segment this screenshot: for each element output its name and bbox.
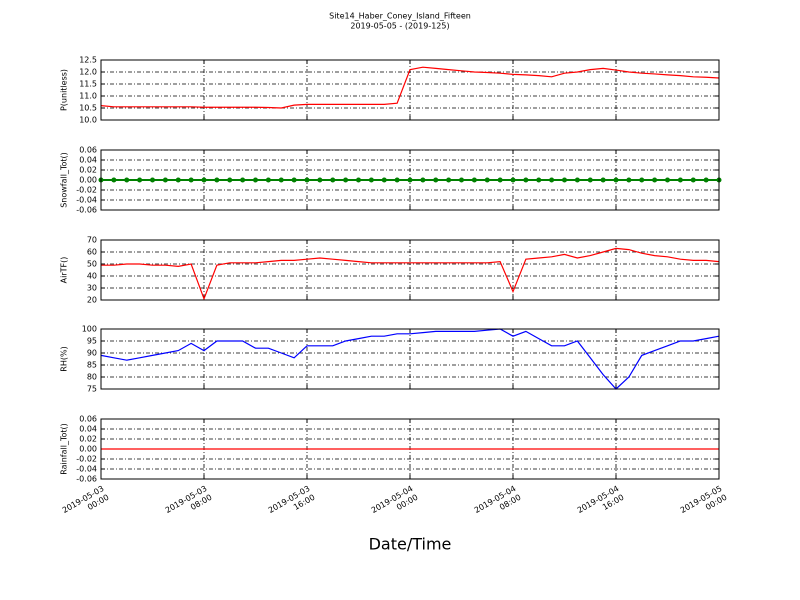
y-axis-label: AirTF()	[60, 257, 69, 284]
y-tick-label: 90	[87, 349, 97, 358]
data-point	[330, 177, 336, 183]
y-tick-label: -0.06	[76, 206, 97, 215]
data-point	[677, 177, 683, 183]
data-point	[703, 177, 709, 183]
data-point	[433, 177, 439, 183]
y-tick-label: 10.0	[79, 116, 97, 125]
data-point	[394, 177, 400, 183]
data-point	[175, 177, 181, 183]
data-point	[227, 177, 233, 183]
y-tick-label: 20	[87, 296, 97, 305]
data-point	[639, 177, 645, 183]
y-tick-label: 0.04	[79, 425, 97, 434]
y-axis-label: Snowfall_Tot()	[60, 152, 69, 208]
data-point	[459, 177, 464, 183]
data-point	[626, 177, 632, 183]
y-tick-label: 0.00	[79, 445, 97, 454]
y-tick-label: 11.5	[79, 80, 97, 89]
y-tick-label: -0.02	[76, 455, 97, 464]
y-tick-label: 0.00	[79, 176, 97, 185]
plot-frame	[100, 418, 720, 480]
data-point	[150, 177, 155, 183]
y-tick-label: 12.5	[79, 56, 97, 65]
data-point	[343, 177, 349, 183]
data-point	[317, 177, 323, 183]
data-point	[574, 177, 580, 183]
y-tick-label: 50	[87, 260, 97, 269]
data-point	[162, 177, 168, 183]
data-point	[587, 177, 593, 183]
data-point	[407, 177, 413, 183]
data-line	[101, 247, 720, 301]
data-point	[368, 177, 374, 183]
y-axis-label: RH(%)	[60, 346, 69, 371]
y-axis-label: P(unitless)	[60, 69, 69, 111]
y-tick-label: 0.04	[79, 156, 97, 165]
plot-frame	[100, 59, 720, 121]
data-point	[214, 177, 220, 183]
y-tick-label: 12.0	[79, 68, 97, 77]
data-point	[690, 177, 696, 183]
data-point	[549, 177, 555, 183]
data-point	[188, 177, 194, 183]
chart-subtitle: 2019-05-05 - (2019-125)	[350, 22, 449, 31]
y-tick-label: 10.5	[79, 104, 97, 113]
data-point	[536, 177, 542, 183]
data-point	[600, 177, 606, 183]
y-tick-label: 75	[87, 385, 97, 394]
data-point	[253, 177, 258, 183]
data-point	[304, 177, 310, 183]
plot-frame	[100, 328, 720, 390]
data-point	[652, 177, 658, 183]
y-tick-label: 80	[87, 373, 97, 382]
y-tick-label: 11.0	[79, 92, 97, 101]
data-point	[137, 177, 143, 183]
data-point	[510, 177, 516, 183]
data-point	[124, 177, 130, 183]
data-point	[471, 177, 477, 183]
y-tick-label: 70	[87, 236, 97, 245]
data-point	[201, 177, 207, 183]
y-tick-label: 95	[87, 337, 97, 346]
data-point	[497, 177, 503, 183]
data-point	[278, 177, 284, 183]
data-point	[240, 177, 246, 183]
data-point	[111, 177, 117, 183]
plot-frame	[100, 149, 720, 211]
data-point	[613, 177, 619, 183]
chart-title: Site14_Haber_Coney_Island_Fifteen	[329, 12, 471, 21]
y-tick-label: -0.02	[76, 186, 97, 195]
y-tick-label: -0.04	[76, 465, 97, 474]
y-axis-label: Rainfall_Tot()	[60, 423, 69, 475]
y-tick-label: 0.06	[79, 146, 97, 155]
data-point	[356, 177, 361, 183]
y-tick-label: -0.06	[76, 475, 97, 484]
data-point	[523, 177, 529, 183]
x-axis-label: Date/Time	[369, 535, 452, 554]
data-line	[100, 66, 720, 109]
y-tick-label: 30	[87, 284, 97, 293]
plot-frame	[100, 239, 720, 301]
data-point	[381, 177, 387, 183]
data-point	[562, 177, 567, 183]
y-tick-label: 60	[87, 248, 97, 257]
data-point	[446, 177, 452, 183]
y-tick-label: 40	[87, 272, 97, 281]
data-point	[665, 177, 670, 183]
data-point	[484, 177, 490, 183]
data-point	[420, 177, 426, 183]
data-point	[291, 177, 297, 183]
y-tick-label: 0.02	[79, 435, 97, 444]
y-tick-label: 0.06	[79, 415, 97, 424]
y-tick-label: 85	[87, 361, 97, 370]
y-tick-label: 100	[82, 325, 97, 334]
data-point	[265, 177, 271, 183]
y-tick-label: 0.02	[79, 166, 97, 175]
y-tick-label: -0.04	[76, 196, 97, 205]
